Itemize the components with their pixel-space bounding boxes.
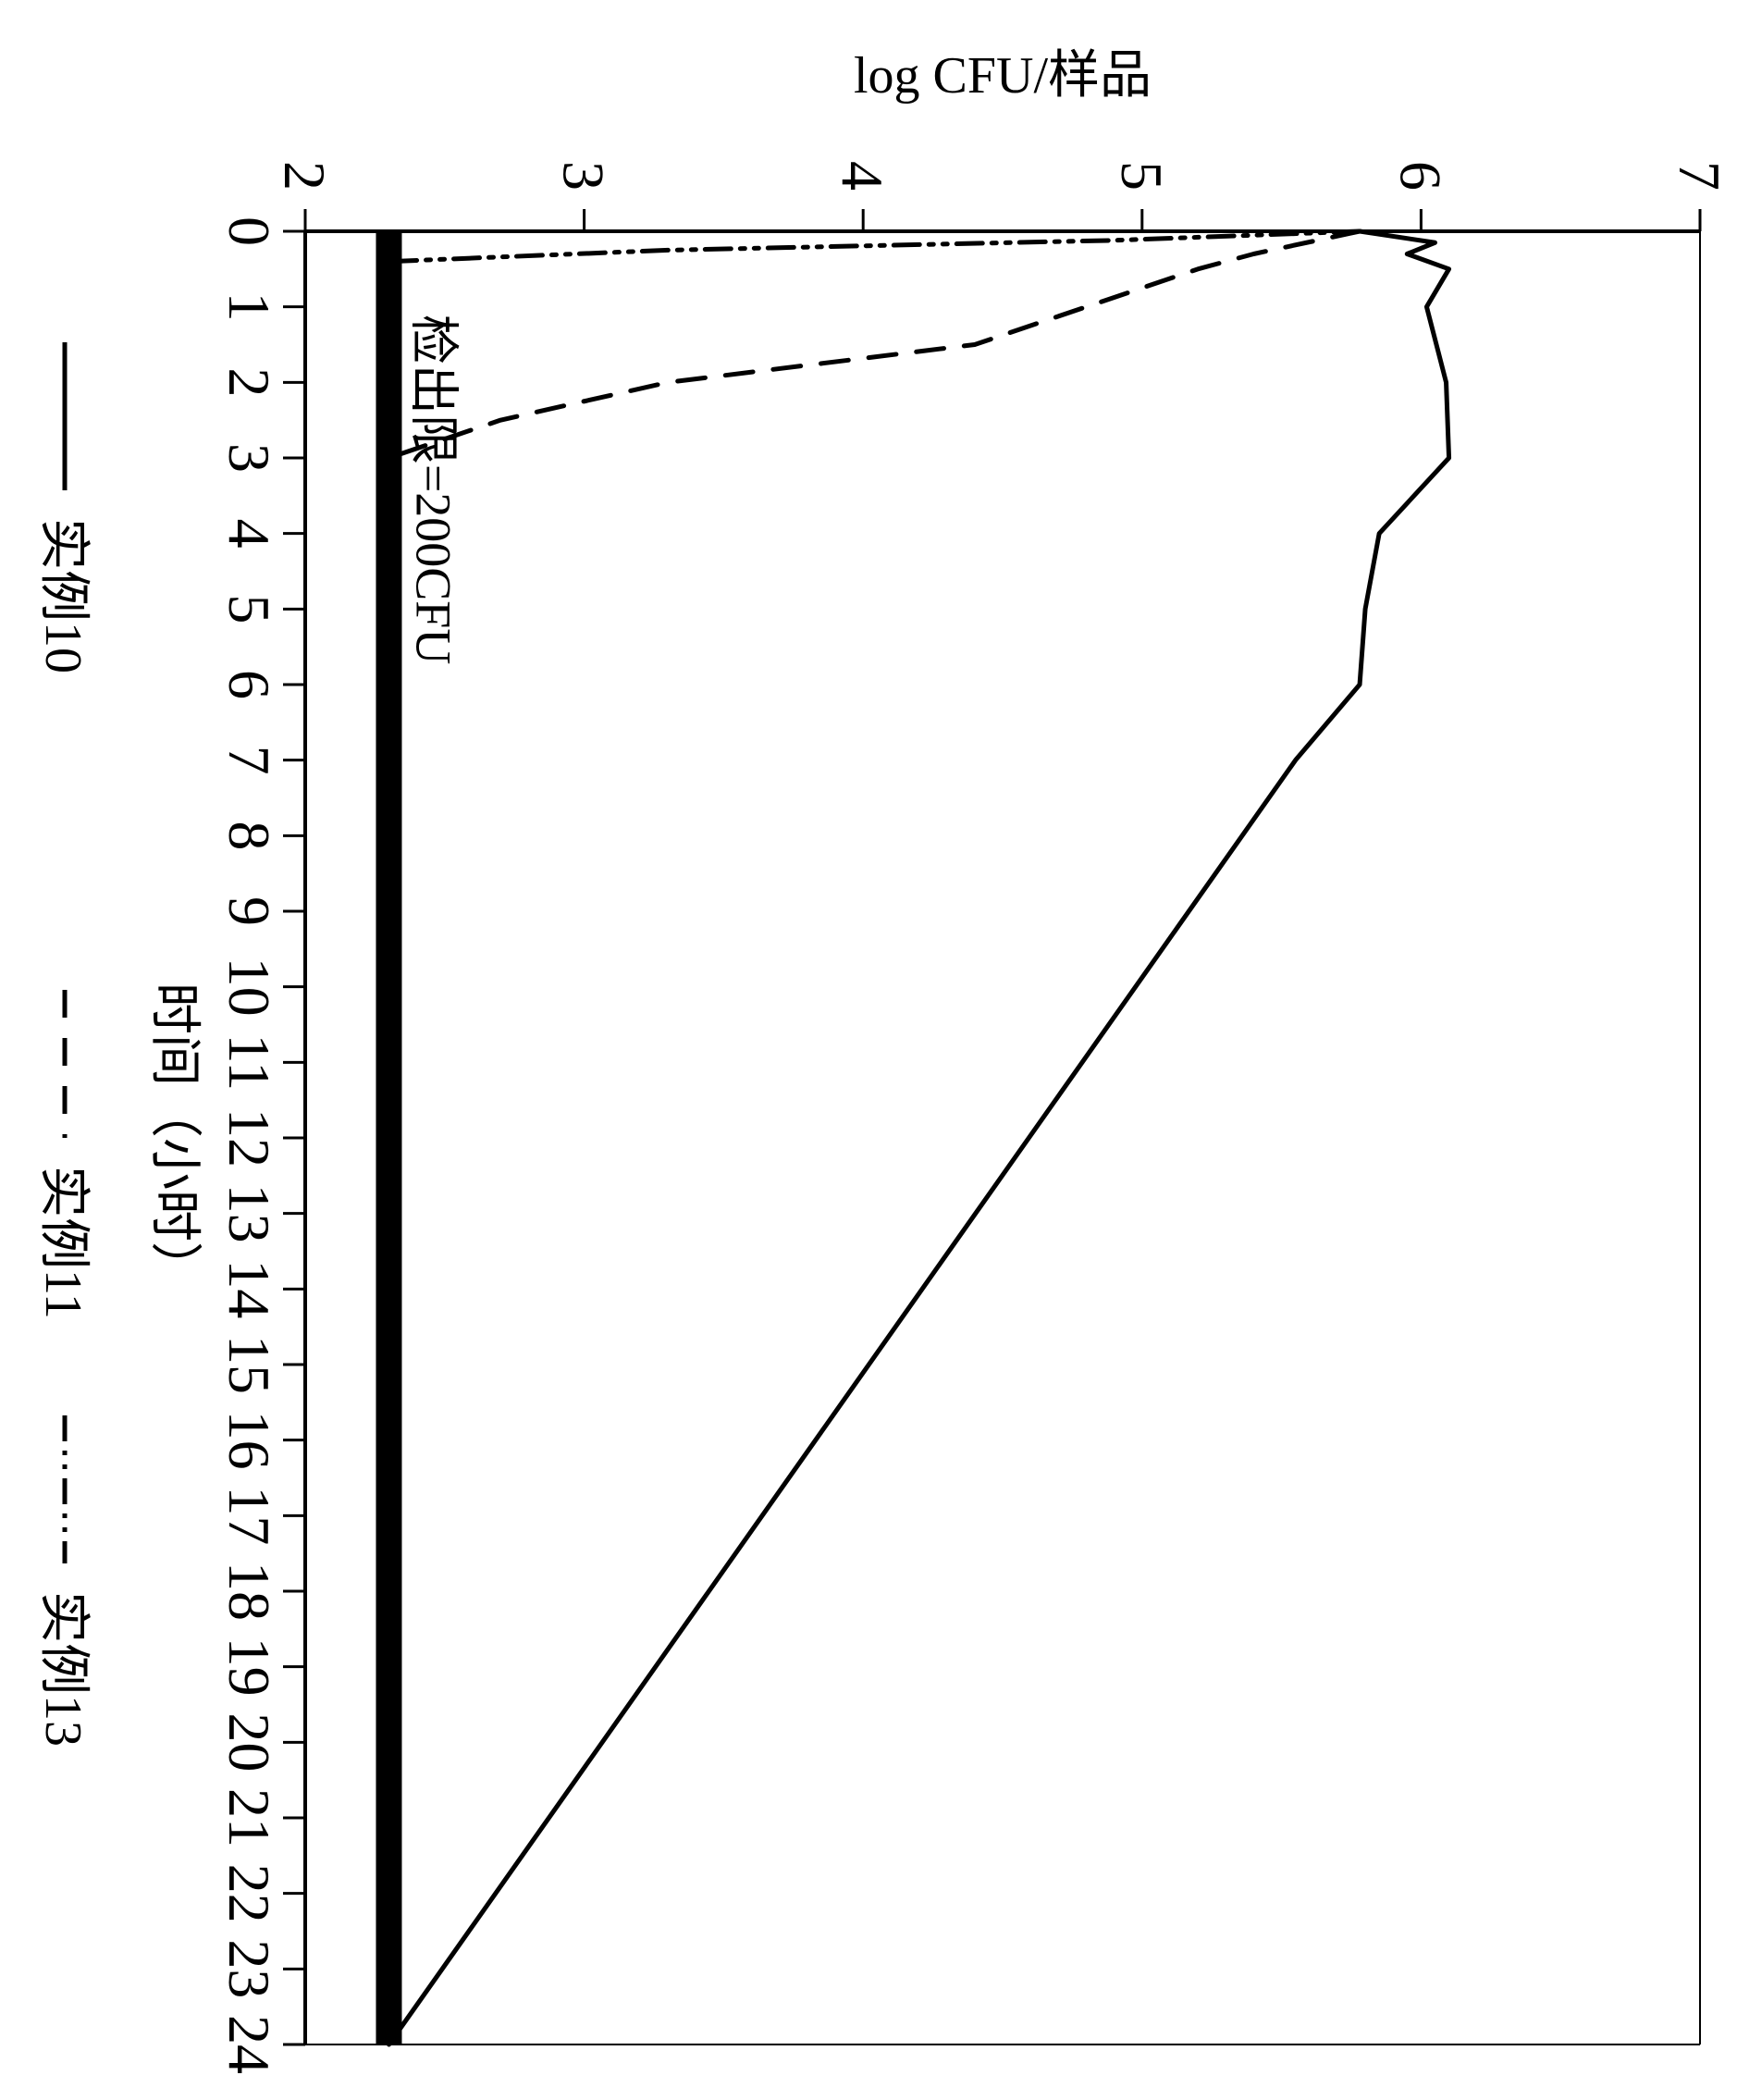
x-tick-label: 2 [216, 367, 282, 397]
x-tick-label: 11 [216, 1034, 282, 1092]
y-tick-label: 3 [551, 161, 617, 191]
detection-limit-label: 检出限=200CFU [405, 315, 461, 665]
x-tick-label: 18 [216, 1562, 282, 1621]
y-tick-label: 2 [272, 161, 338, 191]
x-tick-label: 13 [216, 1184, 282, 1243]
x-tick-label: 20 [216, 1712, 282, 1772]
x-tick-label: 16 [216, 1411, 282, 1470]
line-chart: 0123456789101112131415161718192021222324… [0, 0, 1737, 2100]
x-tick-label: 24 [216, 2015, 282, 2074]
y-tick-label: 7 [1667, 161, 1732, 191]
y-tick-label: 5 [1109, 161, 1175, 191]
x-tick-label: 12 [216, 1108, 282, 1167]
series-实例10 [388, 231, 1448, 2044]
legend-label: 实例11 [34, 1166, 92, 1319]
x-tick-label: 7 [216, 746, 282, 775]
x-tick-label: 14 [216, 1259, 282, 1318]
x-tick-label: 9 [216, 896, 282, 926]
x-tick-label: 8 [216, 821, 282, 850]
x-tick-label: 0 [216, 216, 282, 246]
x-tick-label: 1 [216, 292, 282, 322]
x-tick-label: 5 [216, 594, 282, 624]
x-tick-label: 17 [216, 1486, 282, 1545]
x-tick-label: 10 [216, 957, 282, 1017]
chart-container: 0123456789101112131415161718192021222324… [0, 0, 1737, 2100]
legend-label: 实例13 [34, 1591, 92, 1747]
x-axis-label: 时间（小时） [145, 982, 203, 1293]
x-tick-label: 4 [216, 519, 282, 549]
y-axis-label: log CFU/样品 [854, 47, 1152, 105]
y-tick-label: 6 [1387, 161, 1453, 191]
x-tick-label: 23 [216, 1939, 282, 1998]
x-tick-label: 3 [216, 443, 282, 473]
x-tick-label: 21 [216, 1788, 282, 1847]
x-tick-label: 22 [216, 1864, 282, 1923]
y-tick-label: 4 [830, 161, 895, 191]
series-实例13 [388, 231, 1360, 262]
x-tick-label: 6 [216, 670, 282, 699]
x-tick-label: 19 [216, 1637, 282, 1697]
x-tick-label: 15 [216, 1335, 282, 1394]
series-实例11 [388, 231, 1360, 458]
legend-label: 实例10 [34, 518, 92, 673]
